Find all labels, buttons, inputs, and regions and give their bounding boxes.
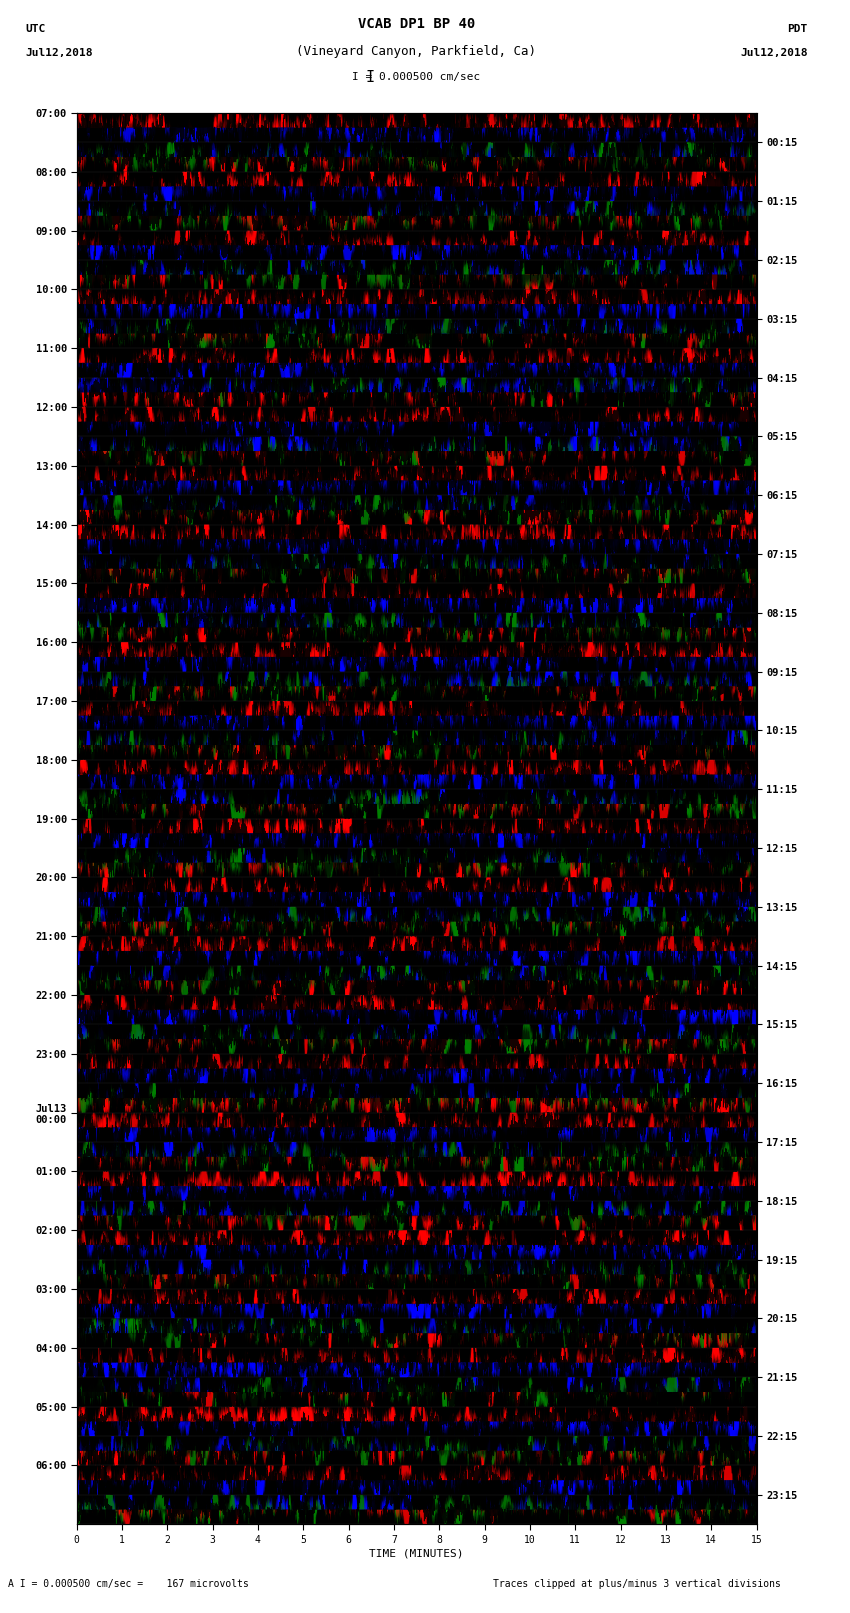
Text: Jul12,2018: Jul12,2018 [26,48,93,58]
Text: Jul12,2018: Jul12,2018 [740,48,808,58]
X-axis label: TIME (MINUTES): TIME (MINUTES) [369,1548,464,1558]
Text: PDT: PDT [787,24,808,34]
Text: UTC: UTC [26,24,46,34]
Text: I: I [366,69,374,85]
Text: VCAB DP1 BP 40: VCAB DP1 BP 40 [358,18,475,31]
Text: I = 0.000500 cm/sec: I = 0.000500 cm/sec [353,73,480,82]
Text: A I = 0.000500 cm/sec =    167 microvolts: A I = 0.000500 cm/sec = 167 microvolts [8,1579,249,1589]
Text: (Vineyard Canyon, Parkfield, Ca): (Vineyard Canyon, Parkfield, Ca) [297,45,536,58]
Text: Traces clipped at plus/minus 3 vertical divisions: Traces clipped at plus/minus 3 vertical … [493,1579,781,1589]
